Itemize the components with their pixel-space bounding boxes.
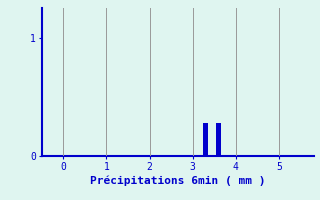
Bar (216, 123, 221, 156)
Bar (203, 123, 208, 156)
X-axis label: Précipitations 6min ( mm ): Précipitations 6min ( mm ) (90, 176, 265, 186)
